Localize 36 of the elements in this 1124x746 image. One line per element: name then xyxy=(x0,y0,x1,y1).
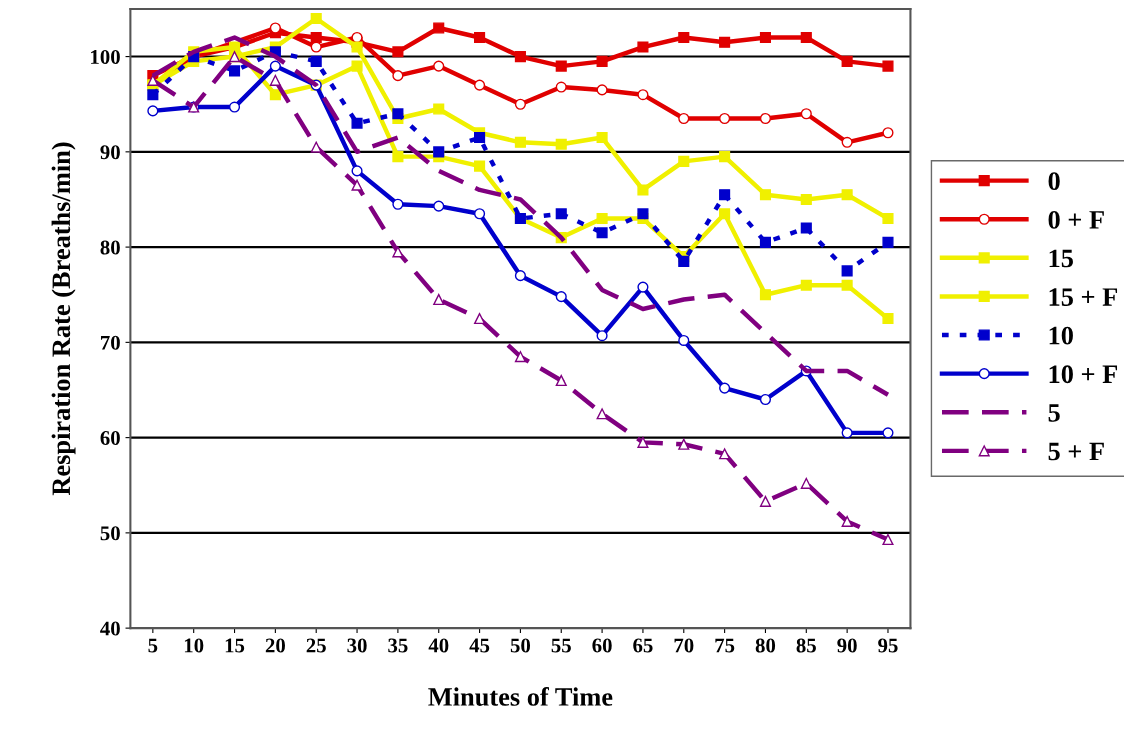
x-axis-title: Minutes of Time xyxy=(428,687,613,706)
legend-label: 10 + F xyxy=(1049,365,1118,384)
legend-label: 10 xyxy=(1049,326,1073,345)
y-tick-label: 90 xyxy=(100,145,120,160)
y-tick-label: 40 xyxy=(100,621,120,636)
x-tick-label: 35 xyxy=(388,638,408,653)
x-tick-label: 90 xyxy=(837,638,857,653)
y-tick-label: 60 xyxy=(100,430,120,446)
legend-label: 15 xyxy=(1049,249,1073,268)
x-tick-label: 40 xyxy=(428,638,449,653)
y-axis-title: Respiration Rate (Breaths/min) xyxy=(51,142,76,496)
x-tick-label: 60 xyxy=(592,638,612,653)
legend-label: 0 + F xyxy=(1048,210,1104,229)
x-tick-label: 15 xyxy=(225,638,245,653)
y-tick-label: 70 xyxy=(101,335,120,350)
y-tick-label: 80 xyxy=(100,240,120,255)
x-tick-label: 55 xyxy=(551,638,571,653)
x-tick-label: 95 xyxy=(878,638,898,653)
x-tick-label: 10 xyxy=(184,638,204,653)
x-tick-label: 50 xyxy=(510,638,531,653)
x-tick-label: 45 xyxy=(469,638,490,653)
y-tick-label: 50 xyxy=(100,526,120,541)
x-tick-label: 80 xyxy=(755,638,776,653)
y-tick-label: 100 xyxy=(91,49,120,65)
x-tick-label: 75 xyxy=(715,638,735,653)
x-tick-label: 85 xyxy=(796,638,816,653)
x-tick-label: 30 xyxy=(347,638,367,653)
legend-label: 15 + F xyxy=(1049,288,1118,306)
legend-label: 5 + F xyxy=(1048,442,1104,461)
legend-label: 0 xyxy=(1048,172,1060,191)
legend-label: 5 xyxy=(1048,404,1060,422)
x-tick-label: 25 xyxy=(306,638,326,653)
x-tick-label: 70 xyxy=(674,638,694,653)
x-tick-label: 20 xyxy=(265,638,285,653)
x-tick-label: 65 xyxy=(633,638,653,653)
x-tick-label: 5 xyxy=(148,638,158,653)
